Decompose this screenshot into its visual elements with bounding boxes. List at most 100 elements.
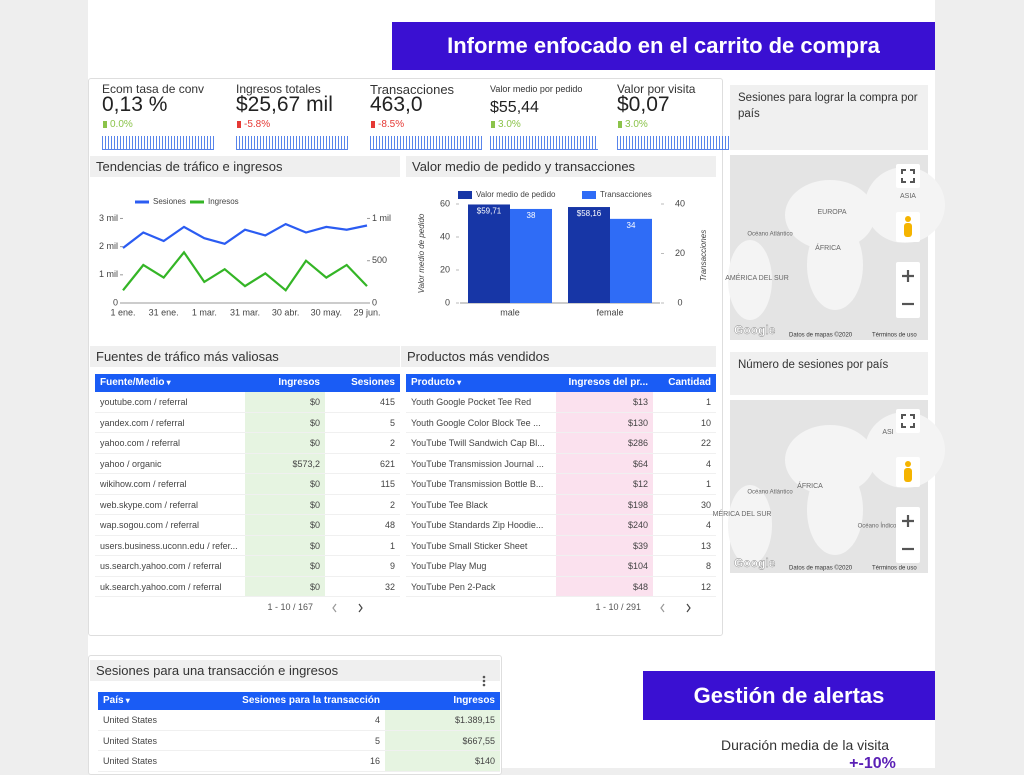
dot [482, 679, 486, 683]
table-cell: United States [98, 710, 198, 731]
legend-label: Transacciones [600, 190, 652, 199]
pager-next[interactable] [686, 603, 691, 613]
table-cell: wap.sogou.com / referral [95, 515, 245, 536]
chart-title: Tendencias de tráfico e ingresos [90, 156, 400, 177]
map-attribution: Datos de mapas ©2020 [789, 332, 853, 339]
table-cell: $573,2 [245, 453, 325, 474]
table-cell: $0 [245, 494, 325, 515]
y2-axis-label: Transacciones [699, 230, 708, 281]
series-line [122, 222, 368, 249]
series-line [122, 250, 368, 292]
table-cell: 1 [653, 474, 716, 495]
table-cell: $0 [245, 535, 325, 556]
table-cell: 415 [325, 392, 400, 413]
kpi-label: Valor medio por pedido [490, 84, 583, 94]
x-tick-label: 1 ene. [110, 307, 135, 317]
pegman-body [904, 468, 912, 482]
sparkline [370, 136, 482, 150]
table-cell: $130 [556, 412, 653, 433]
table-cell: YouTube Small Sticker Sheet [406, 536, 556, 556]
kpi-label: Ecom tasa de conv [102, 82, 205, 96]
pager-next[interactable] [358, 603, 363, 613]
table-cell: $198 [556, 494, 653, 515]
table-cell: $0 [245, 515, 325, 536]
table-cell: 5 [325, 413, 400, 433]
map-terms[interactable]: Términos de uso [872, 333, 917, 339]
kpi-change: -5.8% [244, 119, 271, 130]
map-title: Sesiones para lograr la compra por país [730, 85, 928, 150]
street-view-button[interactable] [896, 212, 920, 242]
table-cell: $667,55 [385, 730, 500, 751]
table-cell: YouTube Transmission Bottle B... [406, 474, 556, 495]
kpi-label: Ingresos totales [236, 82, 321, 96]
map-label: Océano Índico [858, 523, 897, 530]
x-tick-label: 29 jun. [353, 307, 380, 317]
table-cell: YouTube Tee Black [406, 495, 556, 515]
bar-value-label: 38 [527, 211, 536, 220]
x-tick-label: 31 mar. [230, 307, 260, 317]
y-tick-label: 0 [113, 297, 118, 307]
kpi-value: $25,67 mil [236, 93, 333, 116]
table-cell: 4 [653, 515, 716, 536]
table-cell: users.business.uconn.edu / refer... [95, 536, 245, 556]
street-view-button[interactable] [896, 457, 920, 487]
y2-tick-label: 0 [372, 297, 377, 307]
table-cell: 1 [653, 392, 716, 413]
report-title: Informe enfocado en el carrito de compra [392, 22, 935, 70]
column-header[interactable]: País [98, 692, 198, 710]
pager-prev[interactable] [332, 603, 337, 613]
table-cell: $286 [556, 433, 653, 454]
column-header[interactable]: Producto [406, 374, 556, 392]
y-tick-label: 2 mil [99, 241, 118, 251]
x-tick-label: 31 ene. [149, 307, 179, 317]
sparkline [490, 136, 598, 150]
button-bg [896, 409, 920, 433]
alerts-title: Gestión de alertas [643, 671, 935, 720]
column-header[interactable]: Fuente/Medio [95, 374, 245, 392]
column-header[interactable]: Sesiones para la transacción [198, 692, 385, 710]
fullscreen-icon [901, 169, 915, 183]
map-label: MÉRICA DEL SUR [713, 509, 772, 518]
table-cell: web.skype.com / referral [95, 495, 245, 515]
column-header[interactable]: Ingresos [385, 692, 500, 710]
zoom-in[interactable] [902, 270, 914, 282]
table-cell: uk.search.yahoo.com / referral [95, 577, 245, 597]
table-cell: YouTube Twill Sandwich Cap Bl... [406, 433, 556, 454]
column-header[interactable]: Ingresos del pr... [556, 374, 653, 392]
map-terms[interactable]: Términos de uso [872, 566, 917, 572]
legend-swatch [582, 191, 596, 199]
table-cell: 4 [653, 454, 716, 474]
bar [510, 208, 552, 303]
table-cell: yandex.com / referral [95, 413, 245, 433]
pegman-head [905, 461, 911, 467]
bar-value-label: 34 [627, 221, 636, 230]
pager-prev[interactable] [660, 603, 665, 613]
menu-dots[interactable] [482, 675, 486, 687]
column-header[interactable]: Cantidad [653, 374, 716, 392]
y2-tick-label: 40 [675, 198, 685, 208]
fullscreen-button[interactable] [896, 164, 920, 188]
x-tick-label: female [596, 307, 623, 317]
map-label: ASI [882, 429, 893, 436]
map-label: EUROPA [817, 209, 846, 216]
table-cell: 2 [325, 495, 400, 515]
zoom-in[interactable] [902, 515, 914, 527]
kpi-value: $55,44 [490, 99, 539, 116]
fullscreen-icon [901, 414, 915, 428]
column-header[interactable]: Ingresos [245, 374, 325, 392]
y-tick-label: 1 mil [99, 269, 118, 279]
kpi-change: 3.0% [625, 119, 648, 130]
column-header[interactable]: Sesiones [325, 374, 400, 392]
map-label: ÁFRICA [797, 481, 823, 490]
x-tick-label: 1 mar. [192, 307, 217, 317]
trend-arrow [491, 121, 495, 128]
zoom-controls[interactable] [896, 262, 920, 318]
map-attribution: Datos de mapas ©2020 [789, 565, 853, 572]
zoom-controls[interactable] [896, 507, 920, 563]
pegman-body [904, 223, 912, 237]
map-label: Océano Atlántico [747, 232, 793, 238]
map-title: Número de sesiones por país [730, 352, 928, 395]
fullscreen-button[interactable] [896, 409, 920, 433]
